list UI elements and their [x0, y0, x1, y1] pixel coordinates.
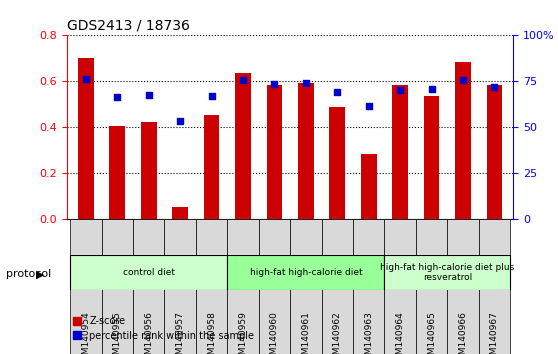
FancyBboxPatch shape: [384, 219, 416, 354]
Text: GSM140959: GSM140959: [238, 312, 248, 354]
FancyBboxPatch shape: [102, 219, 133, 354]
Text: protocol: protocol: [6, 269, 51, 279]
FancyBboxPatch shape: [321, 219, 353, 354]
Bar: [235, 73, 251, 219]
Text: GSM140962: GSM140962: [333, 312, 342, 354]
Bar: [204, 115, 219, 219]
Text: GSM140956: GSM140956: [144, 312, 153, 354]
Text: ▶: ▶: [36, 269, 45, 279]
Text: GSM140960: GSM140960: [270, 312, 279, 354]
FancyBboxPatch shape: [227, 219, 259, 354]
Point: [81, 76, 90, 81]
Text: high-fat high-calorie diet: high-fat high-calorie diet: [249, 268, 362, 277]
Text: GSM140965: GSM140965: [427, 312, 436, 354]
Point: [238, 78, 247, 83]
Text: GSM140958: GSM140958: [207, 312, 216, 354]
FancyBboxPatch shape: [353, 219, 384, 354]
Bar: [361, 154, 377, 219]
Text: GSM140964: GSM140964: [396, 312, 405, 354]
Bar: [392, 85, 408, 219]
Text: GSM140957: GSM140957: [176, 312, 185, 354]
Point: [333, 89, 342, 95]
Point: [144, 92, 153, 98]
Text: GDS2413 / 18736: GDS2413 / 18736: [67, 19, 190, 33]
FancyBboxPatch shape: [416, 219, 448, 354]
Point: [176, 118, 185, 124]
Text: high-fat high-calorie diet plus
resveratrol: high-fat high-calorie diet plus resverat…: [380, 263, 514, 282]
Bar: [298, 82, 314, 219]
FancyBboxPatch shape: [196, 219, 227, 354]
Text: GSM140955: GSM140955: [113, 312, 122, 354]
Bar: [109, 126, 125, 219]
Bar: [424, 96, 440, 219]
Bar: [455, 62, 471, 219]
FancyBboxPatch shape: [227, 255, 384, 290]
Point: [270, 81, 279, 87]
FancyBboxPatch shape: [165, 219, 196, 354]
Point: [113, 94, 122, 100]
Text: control diet: control diet: [123, 268, 175, 277]
Point: [427, 86, 436, 92]
Text: GSM140961: GSM140961: [301, 312, 310, 354]
Point: [396, 87, 405, 92]
Point: [207, 93, 216, 99]
Bar: [172, 207, 188, 219]
Text: GSM140967: GSM140967: [490, 312, 499, 354]
FancyBboxPatch shape: [479, 219, 510, 354]
Bar: [329, 107, 345, 219]
Point: [364, 103, 373, 109]
Point: [490, 84, 499, 90]
Bar: [267, 85, 282, 219]
FancyBboxPatch shape: [70, 255, 227, 290]
Point: [459, 78, 468, 83]
FancyBboxPatch shape: [290, 219, 321, 354]
FancyBboxPatch shape: [448, 219, 479, 354]
FancyBboxPatch shape: [133, 219, 165, 354]
Text: GSM140966: GSM140966: [459, 312, 468, 354]
Text: GSM140963: GSM140963: [364, 312, 373, 354]
FancyBboxPatch shape: [259, 219, 290, 354]
FancyBboxPatch shape: [70, 219, 102, 354]
Bar: [78, 58, 94, 219]
Point: [301, 80, 310, 86]
Bar: [141, 122, 157, 219]
FancyBboxPatch shape: [384, 255, 510, 290]
Text: GSM140954: GSM140954: [81, 312, 90, 354]
Bar: [487, 85, 502, 219]
Legend: Z-score, percentile rank within the sample: Z-score, percentile rank within the samp…: [72, 316, 254, 341]
